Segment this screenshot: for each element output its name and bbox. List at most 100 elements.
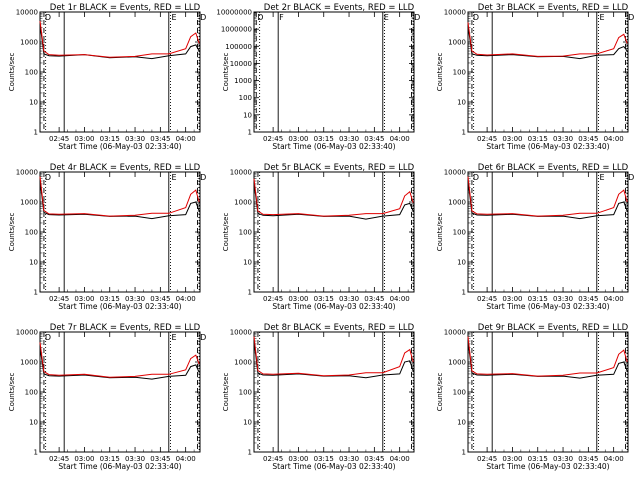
event-line-label: E [171, 173, 176, 182]
panel-det1: Det 1r BLACK = Events, RED = LLD 1 10 100 10… [8, 3, 206, 151]
y-tick-label: 10 [29, 419, 38, 427]
event-line-label: D [414, 13, 420, 22]
x-tick-label: 04:00 [176, 295, 196, 303]
event-line-label: F [279, 13, 284, 22]
x-tick-label: 03:15 [100, 295, 120, 303]
event-line-label: E [384, 13, 389, 22]
x-tick-label: 03:00 [74, 455, 94, 463]
panel-det4: Det 4r BLACK = Events, RED = LLD 1 10 100 10… [8, 163, 206, 311]
x-tick-label: 03:00 [288, 295, 308, 303]
y-tick-label: 1000 [234, 77, 252, 85]
x-tick-label: 03:00 [288, 455, 308, 463]
x-axis-label: Start Time (06-May-03 02:33:40) [486, 302, 609, 311]
event-line-label: E [599, 13, 604, 22]
x-tick-label: 02:45 [477, 295, 497, 303]
plot-title: Det 9r BLACK = Events, RED = LLD [478, 323, 629, 333]
x-axis-label: Start Time (06-May-03 02:33:40) [58, 462, 181, 471]
y-tick-label: 10000 [444, 329, 466, 337]
plot-title: Det 5r BLACK = Events, RED = LLD [264, 163, 415, 173]
x-tick-label: 03:45 [364, 135, 384, 143]
series-events-line [39, 180, 200, 220]
y-tick-label: 100 [239, 94, 252, 102]
x-axis-label: Start Time (06-May-03 02:33:40) [272, 462, 395, 471]
x-tick-label: 02:45 [263, 455, 283, 463]
y-tick-label: 10 [457, 419, 466, 427]
series-lld-line [467, 176, 628, 217]
y-tick-label: 1 [462, 129, 466, 137]
plot-frame [253, 11, 415, 133]
x-tick-label: 03:45 [578, 455, 598, 463]
x-tick-label: 02:45 [263, 135, 283, 143]
y-tick-label: 1 [462, 449, 466, 457]
x-tick-label: 04:00 [604, 135, 624, 143]
event-line-label: D [628, 13, 634, 22]
x-tick-label: 02:45 [49, 295, 69, 303]
y-tick-label: 10000 [444, 9, 466, 17]
x-tick-label: 03:30 [339, 455, 359, 463]
x-tick-label: 03:45 [150, 455, 170, 463]
x-tick-label: 03:45 [364, 455, 384, 463]
x-tick-label: 03:00 [288, 135, 308, 143]
x-tick-label: 03:45 [150, 295, 170, 303]
x-tick-label: 03:15 [528, 135, 548, 143]
x-tick-label: 03:15 [100, 135, 120, 143]
event-line-label: E [171, 333, 176, 342]
plot-title: Det 7r BLACK = Events, RED = LLD [50, 323, 201, 333]
y-tick-label: 100000 [225, 43, 252, 51]
y-tick-label: 100 [25, 389, 38, 397]
panel-det3: Det 3r BLACK = Events, RED = LLD 1 10 100 10… [436, 3, 634, 151]
y-tick-label: 10 [457, 99, 466, 107]
y-tick-label: 1000 [20, 199, 38, 207]
x-tick-label: 03:30 [339, 135, 359, 143]
x-tick-label: 03:30 [339, 295, 359, 303]
event-line-label: D [473, 173, 479, 182]
y-tick-label: 1000000 [221, 26, 252, 34]
event-line-label: D [473, 13, 479, 22]
y-axis-label: Counts/sec [8, 53, 16, 92]
y-tick-label: 1000 [448, 39, 466, 47]
y-tick-label: 10000 [16, 169, 38, 177]
x-tick-label: 02:45 [49, 455, 69, 463]
y-tick-label: 1 [248, 289, 252, 297]
y-tick-label: 1000 [20, 39, 38, 47]
series-lld-line [467, 336, 628, 377]
series-events-line [467, 180, 628, 220]
x-tick-label: 03:00 [502, 455, 522, 463]
y-tick-label: 10 [29, 99, 38, 107]
x-tick-label: 03:15 [528, 295, 548, 303]
y-tick-label: 10000 [444, 169, 466, 177]
y-tick-label: 10 [243, 259, 252, 267]
series-lld-line [253, 178, 414, 217]
y-tick-label: 10 [243, 419, 252, 427]
x-tick-label: 03:00 [502, 135, 522, 143]
y-tick-label: 10000 [230, 169, 252, 177]
x-tick-label: 03:45 [578, 295, 598, 303]
panel-det8: Det 8r BLACK = Events, RED = LLD 1 10 100 10… [222, 323, 415, 471]
y-tick-label: 10000000 [216, 9, 252, 17]
x-tick-label: 03:15 [528, 455, 548, 463]
plot-title: Det 4r BLACK = Events, RED = LLD [50, 163, 201, 173]
y-tick-label: 100 [239, 389, 252, 397]
plot-title: Det 6r BLACK = Events, RED = LLD [478, 163, 629, 173]
y-tick-label: 10 [243, 111, 252, 119]
plot-title: Det 1r BLACK = Events, RED = LLD [50, 3, 201, 13]
y-tick-label: 10 [457, 259, 466, 267]
panel-det2: Det 2r BLACK = Events, RED = LLD 1 10 100 10… [216, 3, 420, 151]
series-lld-line [39, 176, 200, 217]
y-tick-label: 100 [453, 69, 466, 77]
series-lld-line [467, 22, 628, 57]
x-tick-label: 03:30 [125, 135, 145, 143]
x-tick-label: 03:15 [314, 295, 334, 303]
x-tick-label: 04:00 [390, 295, 410, 303]
event-line-label: D [200, 13, 206, 22]
x-tick-label: 04:00 [604, 295, 624, 303]
event-line-label: E [171, 13, 176, 22]
y-axis-label: Counts/sec [8, 373, 16, 412]
x-tick-label: 02:45 [49, 135, 69, 143]
event-line-label: D [45, 173, 51, 182]
x-tick-label: 03:30 [553, 455, 573, 463]
panel-det9: Det 9r BLACK = Events, RED = LLD 1 10 100 10… [436, 323, 629, 471]
y-tick-label: 1000 [448, 359, 466, 367]
event-line-label: D [257, 13, 263, 22]
series-events-line [253, 182, 414, 220]
